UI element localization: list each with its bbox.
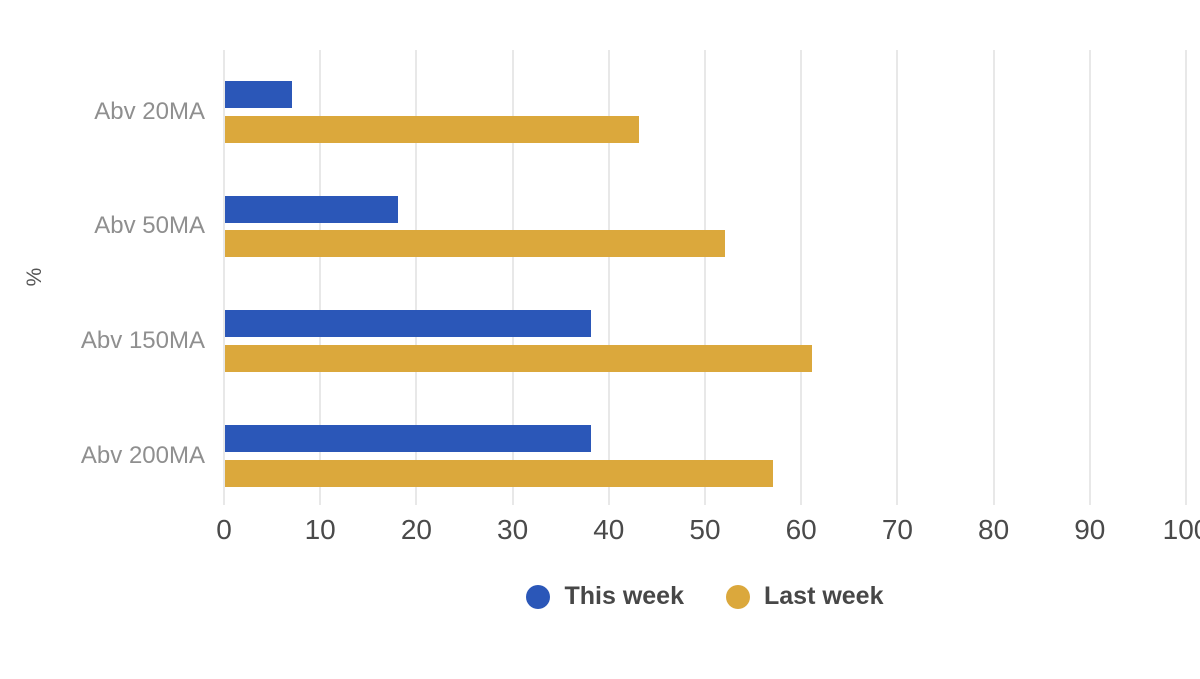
gridline [223, 50, 225, 505]
legend-item-last-week[interactable]: Last week [725, 582, 884, 611]
x-tick-label: 80 [978, 514, 1010, 545]
x-tick-label: 50 [689, 514, 721, 545]
gridline [319, 50, 322, 505]
bar-last-week [225, 459, 774, 487]
y-axis-label: % [23, 267, 46, 287]
legend-dot-icon [526, 584, 551, 609]
legend: This week Last week [224, 582, 1186, 611]
category-label: Abv 20MA [94, 97, 205, 125]
gridline [1185, 50, 1187, 505]
legend-label: Last week [763, 582, 884, 610]
gridline [607, 50, 610, 505]
bar-last-week [225, 115, 639, 143]
x-tick-label: 90 [1074, 514, 1106, 545]
bar-last-week [225, 344, 812, 372]
category-label: Abv 200MA [80, 441, 205, 469]
x-tick-label: 100 [1162, 514, 1200, 545]
bar-this-week [225, 81, 293, 108]
gridline [1088, 50, 1091, 505]
category-label: Abv 150MA [80, 327, 205, 355]
x-tick-label: 60 [785, 514, 817, 545]
x-tick-label: 70 [881, 514, 913, 545]
x-tick-label: 0 [216, 514, 232, 545]
bar-last-week [225, 230, 726, 258]
bar-this-week [225, 310, 591, 338]
x-tick-label: 40 [593, 514, 625, 545]
gridline [511, 50, 514, 505]
gridline [415, 50, 418, 505]
x-tick-label: 10 [304, 514, 336, 545]
legend-label: This week [564, 582, 684, 610]
bar-this-week [225, 425, 591, 453]
legend-item-this-week[interactable]: This week [526, 582, 684, 611]
gridline [992, 50, 995, 505]
gridline [896, 50, 899, 505]
category-label: Abv 50MA [94, 212, 205, 240]
gridline [704, 50, 706, 505]
legend-dot-icon [725, 584, 750, 609]
x-tick-label: 20 [400, 514, 432, 545]
x-tick-label: 30 [497, 514, 529, 545]
gridline [800, 50, 803, 505]
bar-this-week [225, 195, 399, 223]
plot-area [223, 50, 1187, 505]
